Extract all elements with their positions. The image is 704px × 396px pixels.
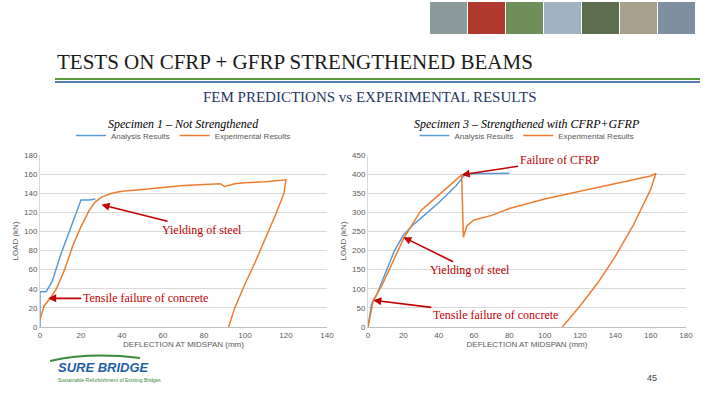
svg-text:SURE BRIDGE: SURE BRIDGE [58, 360, 149, 375]
svg-text:0: 0 [33, 323, 38, 332]
svg-text:40: 40 [434, 331, 443, 340]
svg-text:TESTS ON CFRP + GFRP STRENGTHE: TESTS ON CFRP + GFRP STRENGTHENED BEAMS [57, 50, 533, 74]
svg-text:350: 350 [352, 189, 366, 198]
svg-text:Experimental Results: Experimental Results [558, 132, 634, 141]
svg-text:250: 250 [352, 227, 366, 236]
svg-text:120: 120 [24, 208, 38, 217]
svg-text:LOAD (kN): LOAD (kN) [339, 221, 348, 260]
svg-text:450: 450 [352, 151, 366, 160]
svg-text:Experimental Results: Experimental Results [215, 132, 291, 141]
svg-text:140: 140 [24, 189, 38, 198]
svg-text:0: 0 [361, 323, 366, 332]
svg-text:400: 400 [352, 170, 366, 179]
svg-text:40: 40 [28, 285, 37, 294]
svg-text:60: 60 [470, 331, 479, 340]
svg-text:Failure of CFRP: Failure of CFRP [520, 153, 600, 167]
svg-text:LOAD (kN): LOAD (kN) [11, 221, 20, 260]
svg-text:100: 100 [238, 331, 252, 340]
svg-text:FEM PREDICTIONS vs EXPERIMENTA: FEM PREDICTIONS vs EXPERIMENTAL RESULTS [203, 89, 537, 105]
svg-text:20: 20 [77, 331, 86, 340]
svg-text:80: 80 [505, 331, 514, 340]
svg-text:Specimen 3 – Strengthened with: Specimen 3 – Strengthened with CFRP+GFRP [414, 117, 640, 131]
svg-text:140: 140 [320, 331, 334, 340]
svg-text:45: 45 [647, 373, 657, 383]
svg-text:60: 60 [159, 331, 168, 340]
svg-text:Analysis Results: Analysis Results [111, 132, 170, 141]
svg-text:DEFLECTION AT MIDSPAN (mm): DEFLECTION AT MIDSPAN (mm) [123, 340, 244, 349]
svg-text:Tensile failure of concrete: Tensile failure of concrete [83, 291, 208, 305]
svg-text:120: 120 [573, 331, 587, 340]
svg-text:100: 100 [538, 331, 552, 340]
svg-text:Sustainable Refurbishment of E: Sustainable Refurbishment of Existing Br… [58, 377, 161, 383]
svg-text:20: 20 [28, 304, 37, 313]
svg-text:20: 20 [399, 331, 408, 340]
svg-text:100: 100 [352, 285, 366, 294]
svg-text:120: 120 [279, 331, 293, 340]
svg-text:140: 140 [609, 331, 623, 340]
svg-text:300: 300 [352, 208, 366, 217]
svg-text:Tensile failure of concrete: Tensile failure of concrete [433, 308, 558, 322]
svg-text:Yielding of steel: Yielding of steel [430, 263, 510, 277]
svg-text:Yielding of steel: Yielding of steel [162, 223, 242, 237]
svg-text:0: 0 [366, 331, 371, 340]
svg-text:200: 200 [352, 246, 366, 255]
svg-text:150: 150 [352, 265, 366, 274]
svg-text:0: 0 [38, 331, 43, 340]
svg-text:180: 180 [24, 151, 38, 160]
svg-text:160: 160 [24, 170, 38, 179]
svg-text:Specimen 1 – Not Strengthened: Specimen 1 – Not Strengthened [108, 117, 259, 131]
svg-text:180: 180 [679, 331, 693, 340]
svg-text:Analysis Results: Analysis Results [455, 132, 514, 141]
svg-text:DEFLECTION AT MIDSPAN (mm): DEFLECTION AT MIDSPAN (mm) [467, 340, 588, 349]
svg-text:80: 80 [28, 246, 37, 255]
svg-text:50: 50 [356, 304, 365, 313]
svg-text:100: 100 [24, 227, 38, 236]
svg-text:40: 40 [118, 331, 127, 340]
svg-text:160: 160 [644, 331, 658, 340]
svg-text:60: 60 [28, 265, 37, 274]
svg-text:80: 80 [200, 331, 209, 340]
